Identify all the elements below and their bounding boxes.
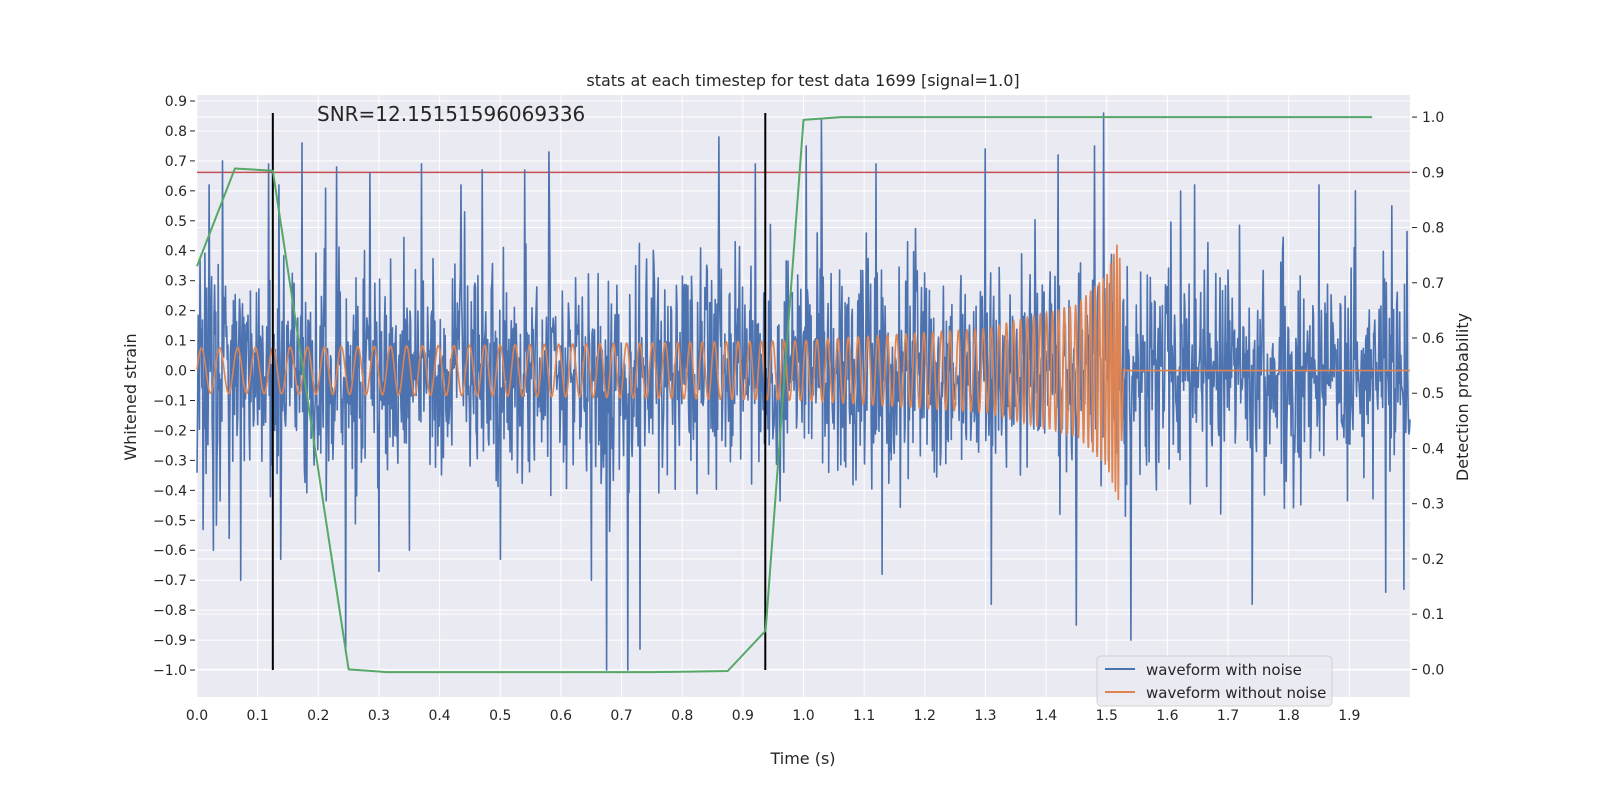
y-tick-label: −0.6 bbox=[153, 543, 187, 559]
y-tick-label: 0.8 bbox=[165, 124, 187, 140]
x-tick-label: 0.3 bbox=[368, 708, 390, 724]
y-tick-label: 0.9 bbox=[165, 94, 187, 110]
y2-axis-label: Detection probability bbox=[1453, 313, 1472, 481]
x-tick-label: 0.9 bbox=[732, 708, 754, 724]
x-tick-label: 1.6 bbox=[1156, 708, 1178, 724]
legend-label-clean: waveform without noise bbox=[1146, 684, 1326, 702]
legend-box bbox=[1096, 655, 1333, 707]
y-tick-label: 0.1 bbox=[165, 334, 187, 350]
vertical-marker-group bbox=[271, 112, 767, 671]
y2-axis-ticks: 1.0 0.9 0.8 0.7 0.6 0.5 0.4 0.3 0.2 0.1 0.0 bbox=[1412, 110, 1444, 678]
y-tick-label: 0.4 bbox=[165, 244, 187, 260]
y-tick-label: −0.7 bbox=[153, 573, 187, 589]
x-tick-label: 1.8 bbox=[1278, 708, 1300, 724]
y2-tick-label: 0.7 bbox=[1422, 276, 1444, 292]
x-tick-label: 0.8 bbox=[671, 708, 693, 724]
x-tick-label: 0.2 bbox=[307, 708, 329, 724]
x-tick-label: 1.4 bbox=[1035, 708, 1057, 724]
y2-tick-label: 0.2 bbox=[1422, 552, 1444, 568]
y-tick-label: 0.5 bbox=[165, 214, 187, 230]
waveform-without-noise-line bbox=[196, 244, 1410, 501]
chart-title: stats at each timestep for test data 169… bbox=[586, 71, 1019, 90]
y-tick-label: −0.2 bbox=[153, 423, 187, 439]
detection-probability-line bbox=[196, 116, 1373, 674]
legend-label-noisy: waveform with noise bbox=[1146, 661, 1302, 679]
x-tick-label: 0.5 bbox=[489, 708, 511, 724]
x-tick-label: 1.7 bbox=[1217, 708, 1239, 724]
y-tick-label: −0.9 bbox=[153, 633, 187, 649]
x-tick-label: 0.4 bbox=[428, 708, 450, 724]
x-tick-label: 0.7 bbox=[610, 708, 632, 724]
y2-tick-label: 0.3 bbox=[1422, 497, 1444, 513]
x-tick-label: 0.1 bbox=[247, 708, 269, 724]
y-axis-ticks: 0.9 0.8 0.7 0.6 0.5 0.4 0.3 0.2 0.1 0.0 −0.1 −0.2 −0… bbox=[153, 94, 195, 679]
y-tick-label: −0.3 bbox=[153, 453, 187, 469]
x-tick-label: 1.2 bbox=[914, 708, 936, 724]
x-tick-label: 1.0 bbox=[792, 708, 814, 724]
x-tick-label: 0.0 bbox=[186, 708, 208, 724]
y-tick-label: −1.0 bbox=[153, 663, 187, 679]
y2-tick-label: 1.0 bbox=[1422, 110, 1444, 126]
y-tick-label: −0.5 bbox=[153, 513, 187, 529]
y2-tick-label: 0.9 bbox=[1422, 165, 1444, 181]
y-axis-label: Whitened strain bbox=[121, 333, 140, 460]
y-tick-label: 0.2 bbox=[165, 304, 187, 320]
y-tick-label: 0.3 bbox=[165, 274, 187, 290]
x-tick-label: 1.1 bbox=[853, 708, 875, 724]
y-tick-label: 0.6 bbox=[165, 184, 187, 200]
y2-tick-label: 0.4 bbox=[1422, 441, 1444, 457]
legend: waveform with noise waveform without noi… bbox=[1096, 655, 1333, 707]
x-tick-label: 0.6 bbox=[550, 708, 572, 724]
y2-tick-label: 0.5 bbox=[1422, 386, 1444, 402]
detection-probability-group bbox=[196, 116, 1373, 674]
y2-tick-label: 0.8 bbox=[1422, 221, 1444, 237]
waveform-without-noise-group bbox=[196, 244, 1410, 501]
y-tick-label: 0.7 bbox=[165, 154, 187, 170]
y-tick-label: −0.8 bbox=[153, 603, 187, 619]
y2-tick-label: 0.6 bbox=[1422, 331, 1444, 347]
y-tick-label: 0.0 bbox=[165, 364, 187, 380]
x-tick-label: 1.3 bbox=[974, 708, 996, 724]
waveform-with-noise-line bbox=[196, 112, 1411, 671]
y-tick-label: −0.1 bbox=[153, 393, 187, 409]
y-tick-label: −0.4 bbox=[153, 483, 187, 499]
y2-tick-label: 0.1 bbox=[1422, 607, 1444, 623]
y2-tick-label: 0.0 bbox=[1422, 662, 1444, 678]
x-axis-label: Time (s) bbox=[769, 749, 835, 768]
x-tick-label: 1.5 bbox=[1096, 708, 1118, 724]
x-tick-label: 1.9 bbox=[1338, 708, 1360, 724]
x-axis-ticks: 0.0 0.1 0.2 0.3 0.4 0.5 0.6 0.7 0.8 0.9 1.0 1.1 1.2 1… bbox=[186, 708, 1361, 724]
waveform-with-noise-group bbox=[196, 112, 1411, 671]
snr-annotation: SNR=12.15151596069336 bbox=[317, 102, 585, 126]
